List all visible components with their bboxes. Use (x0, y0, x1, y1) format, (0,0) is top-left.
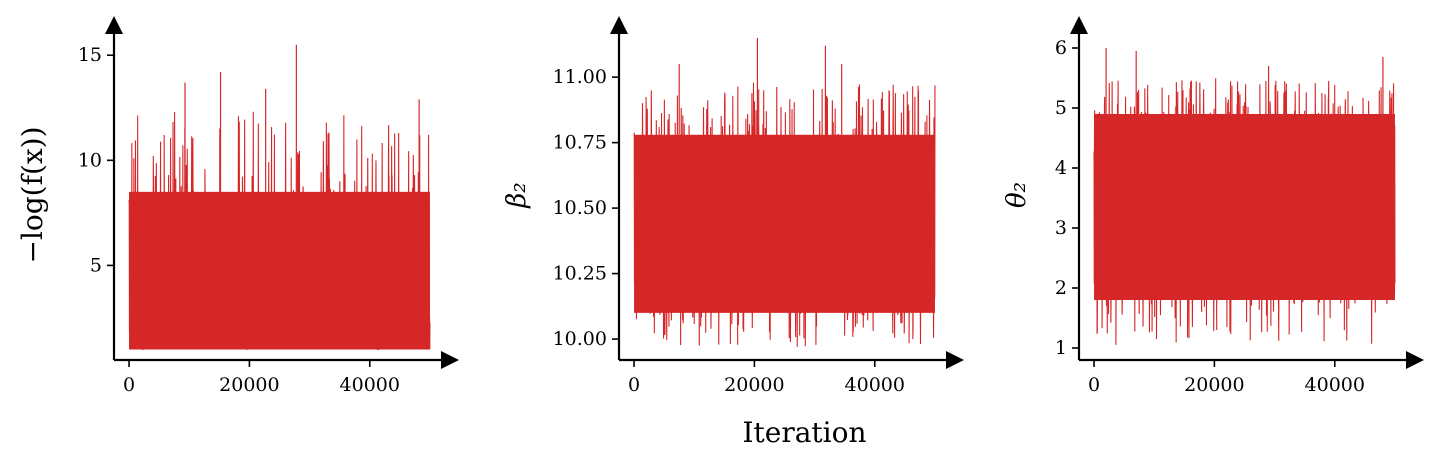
y-tick-label: 11.00 (553, 66, 607, 88)
x-tick-label: 0 (628, 374, 640, 396)
y-tick-label: 6 (1055, 37, 1067, 59)
y-tick-label: 10.50 (553, 197, 607, 219)
y-tick-label: 1 (1055, 337, 1067, 359)
x-tick-label: 20000 (219, 374, 279, 396)
x-tick-label: 40000 (1305, 374, 1365, 396)
y-tick-label: 5 (1055, 97, 1067, 119)
chart-panel-2: 0 20000 40000 10.00 10.25 10.50 10.75 11.00 β₂ It… (502, 16, 964, 449)
y-tick-label: 10.00 (553, 328, 607, 350)
y-tick-label: 10.25 (553, 263, 607, 285)
trace-band (129, 191, 430, 350)
x-axis-label: Iteration (742, 416, 866, 449)
y-axis-arrow-icon (1070, 16, 1088, 34)
y-axis-arrow-icon (610, 16, 628, 34)
trace-band (634, 134, 935, 313)
x-axis-arrow-icon (946, 351, 964, 369)
y-axis-label: θ₂ (1002, 182, 1032, 208)
chart-panel-1: 0 20000 40000 5 10 15 −log(f(x)) (16, 16, 459, 396)
y-tick-label: 10 (78, 149, 102, 171)
y-tick-label: 5 (90, 254, 102, 276)
x-tick-label: 0 (123, 374, 135, 396)
y-axis-arrow-icon (105, 16, 123, 34)
x-tick-label: 20000 (1184, 374, 1244, 396)
y-tick-label: 15 (78, 44, 102, 66)
y-axis-label: β₂ (502, 182, 532, 208)
x-tick-label: 40000 (845, 374, 905, 396)
x-tick-label: 20000 (724, 374, 784, 396)
y-tick-label: 3 (1055, 217, 1067, 239)
x-axis-arrow-icon (441, 351, 459, 369)
trace-band (1094, 114, 1395, 300)
x-axis-arrow-icon (1406, 351, 1424, 369)
y-tick-label: 4 (1055, 157, 1067, 179)
y-axis-label: −log(f(x)) (16, 126, 49, 263)
y-tick-label: 10.75 (553, 132, 607, 154)
chart-panel-3: 0 20000 40000 1 2 3 4 5 6 θ₂ (1002, 16, 1424, 396)
x-tick-label: 0 (1088, 374, 1100, 396)
x-tick-label: 40000 (340, 374, 400, 396)
y-tick-label: 2 (1055, 277, 1067, 299)
